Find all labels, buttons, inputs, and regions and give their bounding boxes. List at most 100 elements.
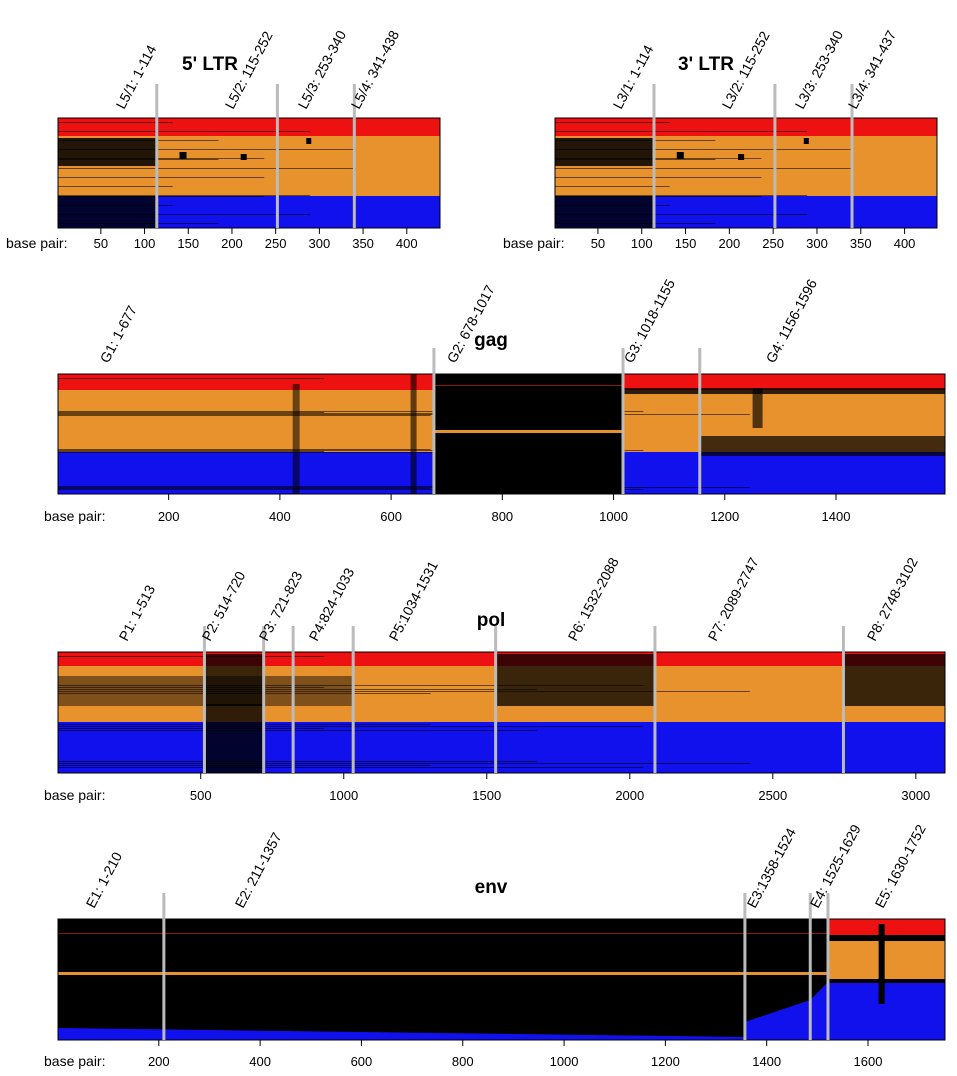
x-tick-label: 100 bbox=[134, 236, 156, 251]
gap-streak bbox=[58, 728, 325, 729]
gap-streak bbox=[58, 761, 537, 762]
blue-wedge bbox=[58, 1028, 745, 1040]
x-tick-label: 1500 bbox=[472, 788, 501, 803]
gap-streak bbox=[58, 122, 173, 123]
x-tick-label: 400 bbox=[396, 236, 418, 251]
plot-frame bbox=[57, 373, 946, 495]
dark-spot bbox=[676, 152, 684, 159]
panel-gag: 200 400 600 800 1000 1200 1400 base pair: gag G1:… bbox=[44, 276, 946, 524]
dark-band bbox=[623, 388, 945, 394]
x-tick-label: 1200 bbox=[710, 509, 739, 524]
dark-band bbox=[699, 436, 945, 456]
panel-title: env bbox=[475, 877, 508, 898]
dark-spot bbox=[803, 138, 809, 144]
heatmap-ltr5 bbox=[58, 118, 440, 228]
pol-dark-region bbox=[843, 654, 945, 706]
x-tick-label: 1400 bbox=[752, 1054, 781, 1069]
gap-streak bbox=[58, 149, 356, 150]
x-tick-label: 350 bbox=[850, 236, 872, 251]
dark-spot bbox=[179, 152, 187, 159]
gap-streak bbox=[58, 691, 750, 692]
segment-label: L5/3: 253-340 bbox=[295, 27, 350, 111]
segment-label: L3/4: 341-437 bbox=[845, 27, 900, 111]
x-tick-label: 400 bbox=[249, 1054, 271, 1069]
x-tick-label: 1000 bbox=[599, 509, 628, 524]
x-tick-label: 1600 bbox=[854, 1054, 883, 1069]
panel-ltr3: 50 100 150 200 250 300 350 400 base pair: 3' LTR L… bbox=[503, 27, 938, 251]
red-band bbox=[555, 118, 937, 136]
gap-streak bbox=[58, 177, 265, 178]
gap-streak bbox=[58, 168, 356, 169]
x-tick-label: 350 bbox=[352, 236, 374, 251]
gap-streak bbox=[555, 122, 670, 123]
x-tick-label: 250 bbox=[265, 236, 287, 251]
heatmap-ltr3 bbox=[555, 118, 937, 228]
segment-label: L5/4: 341-438 bbox=[348, 27, 403, 111]
plot-frame bbox=[57, 651, 946, 774]
x-tick-label: 200 bbox=[719, 236, 741, 251]
gap-streak bbox=[555, 214, 808, 215]
segment-label: E2: 211-1357 bbox=[232, 829, 285, 910]
gap-streak bbox=[555, 168, 853, 169]
gap-streak bbox=[58, 656, 325, 657]
tail-blue-block bbox=[827, 983, 945, 1040]
pol-dark-region bbox=[495, 654, 655, 706]
heatmap-env bbox=[58, 919, 945, 1040]
x-tick-label: 3000 bbox=[901, 788, 930, 803]
x-tick-label: 300 bbox=[806, 236, 828, 251]
gap-streak bbox=[58, 487, 750, 488]
panel-title: 3' LTR bbox=[678, 54, 734, 75]
panel-title: gag bbox=[474, 330, 508, 351]
gap-streak bbox=[555, 186, 670, 187]
x-tick-label: 200 bbox=[148, 1054, 170, 1069]
x-tick-label: 100 bbox=[631, 236, 653, 251]
xaxis-label: base pair: bbox=[44, 508, 105, 524]
x-tick-label: 150 bbox=[675, 236, 697, 251]
segment-label: P4:824-1033 bbox=[306, 565, 358, 643]
gap-streak bbox=[58, 685, 644, 686]
gap-streak bbox=[58, 186, 173, 187]
plot-frame bbox=[554, 117, 938, 229]
gap-streak bbox=[58, 415, 431, 416]
panel-pol: 500 1000 1500 2000 2500 3000 base pair: pol P1: … bbox=[44, 555, 946, 803]
x-tick-label: 1400 bbox=[822, 509, 851, 524]
x-tick-label: 600 bbox=[380, 509, 402, 524]
segment-label: P7: 2089-2747 bbox=[705, 555, 762, 644]
gap-streak bbox=[58, 158, 265, 159]
segment-label: P5:1034-1531 bbox=[386, 558, 442, 643]
dark-spot bbox=[306, 138, 312, 144]
segment-label: P2: 514-720 bbox=[199, 568, 249, 643]
x-tick-label: 500 bbox=[190, 788, 212, 803]
tail-orange-block bbox=[827, 941, 945, 979]
g2-black-region bbox=[434, 374, 624, 494]
x-tick-label: 1000 bbox=[550, 1054, 579, 1069]
plot-frame bbox=[57, 117, 441, 229]
left-dark-block bbox=[58, 196, 157, 228]
gap-streak bbox=[555, 195, 808, 196]
x-tick-label: 400 bbox=[894, 236, 916, 251]
gap-streak bbox=[58, 411, 644, 412]
panel-ltr5: 50 100 150 200 250 300 350 400 base pair: 5' LTR L… bbox=[6, 27, 441, 251]
gap-streak bbox=[58, 489, 644, 490]
x-tick-label: 600 bbox=[351, 1054, 373, 1069]
gap-streak bbox=[555, 177, 762, 178]
x-tick-label: 150 bbox=[177, 236, 199, 251]
segment-label: E1: 1-210 bbox=[83, 849, 126, 910]
gap-streak bbox=[58, 412, 325, 413]
x-tick-label: 1200 bbox=[651, 1054, 680, 1069]
g2-red-line bbox=[434, 385, 624, 386]
pol-dark-region bbox=[204, 704, 264, 773]
left-dark-block bbox=[58, 138, 157, 166]
segment-label: G2: 678-1017 bbox=[444, 282, 498, 365]
segment-label: L3/1: 1-114 bbox=[610, 42, 657, 111]
gap-streak bbox=[555, 196, 762, 197]
left-dark-block bbox=[555, 138, 655, 166]
gap-streak bbox=[58, 414, 750, 415]
x-tick-label: 50 bbox=[591, 236, 605, 251]
g2-orange-line bbox=[434, 430, 624, 433]
gap-streak bbox=[58, 378, 325, 379]
gap-streak bbox=[555, 149, 853, 150]
gap-streak bbox=[58, 195, 311, 196]
segment-label: L5/1: 1-114 bbox=[113, 42, 160, 111]
x-tick-label: 800 bbox=[452, 1054, 474, 1069]
